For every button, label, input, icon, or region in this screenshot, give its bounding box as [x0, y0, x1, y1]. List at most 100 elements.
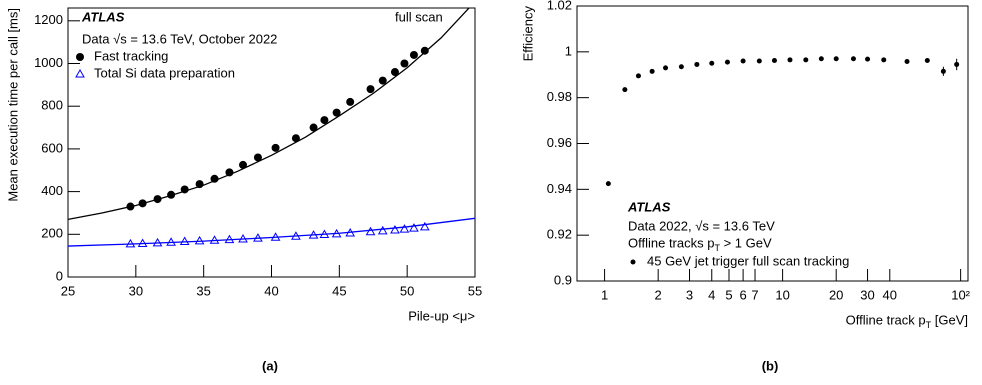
marker [238, 233, 248, 243]
marker [180, 185, 189, 194]
marker [137, 238, 148, 247]
marker [345, 228, 356, 237]
x-tick-label: 7 [751, 287, 758, 302]
marker [709, 60, 715, 66]
x-axis-label: Offline track pT [GeV] [846, 312, 968, 330]
y-tick-label: 1 [565, 43, 572, 58]
marker [694, 61, 700, 67]
marker [833, 56, 839, 62]
y-tick-label: 600 [41, 140, 63, 155]
marker [419, 221, 430, 231]
x-tick-label: 5 [725, 287, 732, 302]
x-tick-label: 25 [61, 283, 75, 298]
marker [390, 225, 400, 234]
annotation: Data 2022, √s = 13.6 TeV [628, 218, 775, 233]
x-tick-label: 3 [686, 287, 693, 302]
legend-marker [76, 53, 84, 61]
marker [195, 180, 204, 189]
marker [138, 199, 147, 208]
marker [409, 50, 418, 59]
marker [167, 190, 176, 199]
annotation: Offline tracks pT > 1 GeV [628, 235, 772, 253]
x-tick-label: 40 [264, 283, 278, 298]
marker [253, 233, 263, 242]
marker [663, 65, 669, 71]
panel-label: (b) [762, 358, 779, 373]
annotation: ATLAS [81, 9, 125, 24]
plot-area [68, 8, 475, 247]
legend-marker [75, 68, 85, 78]
marker [152, 237, 163, 247]
y-tick-label: 0.98 [547, 89, 572, 104]
fit-curve [68, 217, 475, 247]
marker [924, 58, 930, 64]
x-tick-label: 2 [655, 287, 662, 302]
marker [399, 224, 410, 233]
marker [346, 97, 355, 106]
x-tick-label: 4 [708, 287, 715, 302]
marker [803, 57, 809, 63]
marker [332, 108, 341, 117]
y-axis-label: Efficiency [520, 6, 535, 62]
marker [850, 56, 856, 62]
x-tick-label: 40 [883, 287, 897, 302]
marker [409, 223, 419, 232]
marker [787, 57, 793, 63]
x-tick-label: 50 [400, 283, 414, 298]
panel-label: (a) [262, 358, 278, 373]
marker [270, 232, 281, 241]
marker [622, 87, 628, 93]
marker [179, 236, 190, 246]
y-tick-label: 800 [41, 98, 63, 113]
marker [308, 230, 319, 239]
y-tick-label: 1000 [34, 55, 63, 70]
y-tick-label: 0.94 [547, 181, 572, 196]
y-tick-label: 0.92 [547, 227, 572, 242]
chart: 1 2 3 4 5 6 7 10 20 30 40 10² 0.9 0.92 0.94 0.96 0.98 1 1.… [520, 0, 970, 373]
marker [365, 226, 376, 236]
y-tick-label: 1.02 [547, 0, 572, 12]
marker [605, 181, 611, 187]
marker [649, 68, 655, 74]
x-axis-label: Pile-up <μ> [408, 308, 475, 323]
y-tick-label: 0.96 [547, 135, 572, 150]
marker [740, 58, 746, 64]
marker [224, 234, 235, 244]
legend-label: Total Si data preparation [94, 65, 235, 80]
marker [166, 237, 176, 246]
x-tick-label: 30 [860, 287, 874, 302]
marker [210, 174, 219, 183]
x-tick-label: 55 [468, 283, 482, 298]
marker [635, 73, 641, 79]
marker [400, 59, 409, 68]
y-axis-label: Mean execution time per call [ms] [5, 8, 20, 202]
legend-marker [630, 259, 636, 265]
marker [678, 64, 684, 70]
marker [377, 225, 388, 235]
marker [291, 134, 300, 143]
legend-label: 45 GeV jet trigger full scan tracking [647, 253, 849, 268]
x-tick-label: 6 [739, 287, 746, 302]
x-tick-label: 45 [332, 283, 346, 298]
legend-label: Fast tracking [94, 48, 168, 63]
marker [390, 68, 399, 77]
marker [271, 143, 280, 152]
marker [253, 153, 262, 162]
chart: 25 30 35 40 45 50 55 0 200 400 600 800 1000 1200 Pile-… [5, 7, 482, 373]
marker [291, 231, 301, 240]
y-tick-label: 0 [56, 268, 63, 283]
marker [881, 57, 887, 63]
x-tick-label: 30 [129, 283, 143, 298]
y-tick-label: 200 [41, 226, 63, 241]
fit-curve [68, 8, 470, 220]
marker [225, 168, 234, 177]
x-tick-label: 10² [951, 287, 970, 302]
x-tick-label: 35 [196, 283, 210, 298]
marker [320, 116, 329, 125]
annotation: Data √s = 13.6 TeV, October 2022 [82, 31, 277, 46]
marker [126, 202, 135, 211]
marker [153, 195, 162, 204]
y-tick-label: 400 [41, 183, 63, 198]
x-tick-label: 20 [829, 287, 843, 302]
